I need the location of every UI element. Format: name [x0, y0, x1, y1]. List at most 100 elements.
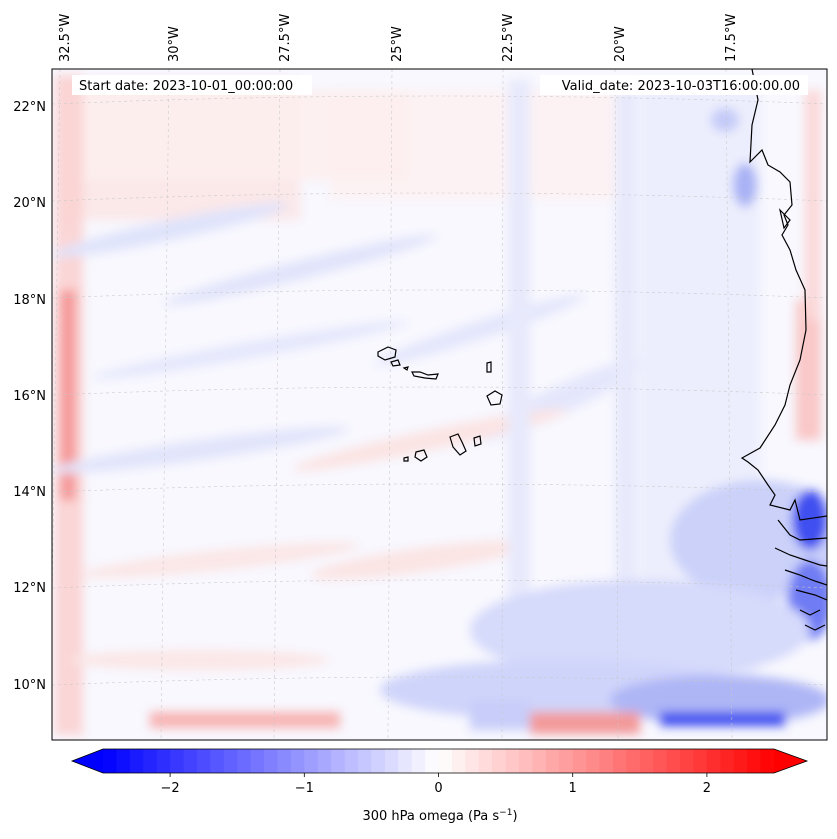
colorbar-title-close: ): [512, 809, 517, 824]
island-sao-nicolau: [411, 371, 439, 380]
colorbar-cell: [290, 749, 305, 773]
map-frame: [51, 68, 828, 741]
coastlines: [740, 69, 827, 631]
lon-label-20w: 20°W: [613, 26, 628, 62]
lon-label-22-5w: 22.5°W: [501, 14, 516, 62]
colorbar-outline: [70, 748, 809, 774]
colorbar-tick-label: −2: [161, 781, 180, 796]
lon-label-17-5w: 17.5°W: [724, 14, 739, 62]
colorbar-cell: [223, 749, 238, 773]
colorbar-tick-label: −1: [295, 781, 314, 796]
colorbar-cell: [384, 749, 399, 773]
colorbar-cell: [572, 749, 587, 773]
colorbar-cell: [103, 749, 118, 773]
colorbar-cell: [129, 749, 144, 773]
colorbar-cell: [451, 749, 466, 773]
colorbar-cell: [465, 749, 480, 773]
lat-label-22n: 22°N: [13, 100, 46, 115]
lon-label-30w: 30°W: [167, 26, 182, 62]
colorbar-cell: [693, 749, 708, 773]
valid-date-box: [540, 75, 808, 95]
colorbar-cell: [626, 749, 641, 773]
lon-label-25w: 25°W: [390, 26, 405, 62]
map-panel: Start date: 2023-10-01_00:00:00 Valid_da…: [51, 68, 828, 741]
island-boa-vista: [486, 390, 503, 406]
longitude-labels: 32.5°W 30°W 27.5°W 25°W 22.5°W 20°W 17.5…: [58, 14, 739, 62]
colorbar-cell: [143, 749, 158, 773]
colorbar-cell: [532, 749, 547, 773]
colorbar-cell: [505, 749, 520, 773]
island-sao-vicente: [390, 359, 401, 367]
colorbar-cell: [317, 749, 332, 773]
colorbar-cells: [72, 749, 807, 773]
colorbar-cell: [599, 749, 614, 773]
colorbar-cell: [639, 749, 654, 773]
colorbar-cell: [183, 749, 198, 773]
colorbar-cell: [747, 749, 762, 773]
colorbar-cell: [438, 749, 453, 773]
colorbar-cell: [680, 749, 695, 773]
lon-label-27-5w: 27.5°W: [278, 14, 293, 62]
gridlines: [52, 69, 827, 740]
cabo-verde-islands: [377, 346, 503, 462]
latitude-labels: 22°N 20°N 18°N 16°N 14°N 12°N 10°N: [13, 100, 46, 693]
colorbar-cell: [196, 749, 211, 773]
colorbar-title-main: 300 hPa omega (Pa s: [362, 809, 499, 824]
colorbar-cell: [357, 749, 372, 773]
colorbar-ticks: −2 −1 0 1 2: [161, 773, 711, 796]
colorbar: −2 −1 0 1 2 300 hPa omega (Pa s−1): [70, 748, 809, 824]
island-santa-luzia: [402, 366, 409, 371]
lat-label-10n: 10°N: [13, 678, 46, 693]
colorbar-cell: [612, 749, 627, 773]
island-santo-antao: [377, 346, 397, 361]
colorbar-cell: [304, 749, 319, 773]
colorbar-cell: [733, 749, 748, 773]
colorbar-cell: [760, 749, 775, 773]
colorbar-cell: [411, 749, 426, 773]
colorbar-cell: [371, 749, 386, 773]
island-maio: [473, 435, 482, 447]
start-date-box: [72, 75, 312, 95]
lat-label-20n: 20°N: [13, 196, 46, 211]
colorbar-cell: [720, 749, 735, 773]
senegal-gambia-coast: [774, 519, 827, 631]
colorbar-cell: [519, 749, 534, 773]
colorbar-extend-min: [72, 749, 103, 773]
colorbar-cell: [331, 749, 346, 773]
lat-label-12n: 12°N: [13, 581, 46, 596]
colorbar-cell: [277, 749, 292, 773]
lat-label-14n: 14°N: [13, 485, 46, 500]
senegal-river-detail: [778, 208, 791, 230]
island-fogo: [414, 449, 428, 462]
colorbar-cell: [156, 749, 171, 773]
colorbar-cell: [666, 749, 681, 773]
lat-label-18n: 18°N: [13, 293, 46, 308]
colorbar-tick-label: 1: [569, 781, 577, 796]
colorbar-cell: [116, 749, 131, 773]
colorbar-cell: [559, 749, 574, 773]
omega-field: [52, 69, 827, 740]
colorbar-title-exponent: −1: [499, 808, 512, 818]
colorbar-title: 300 hPa omega (Pa s−1): [362, 808, 517, 824]
colorbar-cell: [210, 749, 225, 773]
island-santiago: [449, 433, 467, 456]
colorbar-cell: [250, 749, 265, 773]
colorbar-cell: [545, 749, 560, 773]
colorbar-cell: [478, 749, 493, 773]
lon-label-32-5w: 32.5°W: [58, 14, 73, 62]
island-sal: [486, 361, 492, 373]
colorbar-cell: [344, 749, 359, 773]
colorbar-cell: [425, 749, 440, 773]
colorbar-cell: [398, 749, 413, 773]
colorbar-cell: [170, 749, 185, 773]
colorbar-cell: [653, 749, 668, 773]
colorbar-cell: [264, 749, 279, 773]
colorbar-cell: [586, 749, 601, 773]
valid-date-label: Valid_date: 2023-10-03T16:00:00.00: [562, 79, 800, 94]
colorbar-tick-label: 0: [434, 781, 442, 796]
start-date-label: Start date: 2023-10-01_00:00:00: [79, 79, 293, 94]
island-brava: [403, 456, 409, 462]
colorbar-extend-max: [774, 749, 807, 773]
colorbar-tick-label: 2: [703, 781, 711, 796]
